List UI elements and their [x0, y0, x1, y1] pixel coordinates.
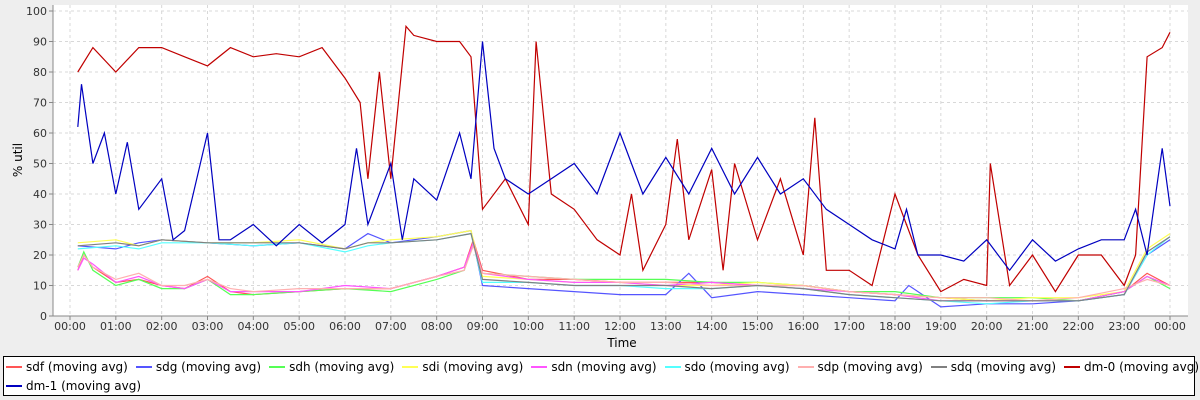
y-tick-label: 80: [33, 66, 47, 79]
y-tick-label: 60: [33, 127, 47, 140]
legend-row: sdf (moving avg) sdg (moving avg) sdh (mov…: [4, 357, 1199, 376]
series-line-dm-0: [77, 24, 1171, 293]
x-tick-label: 19:00: [925, 320, 957, 333]
y-tick-label: 30: [33, 219, 47, 232]
x-tick-label: 10:00: [512, 320, 544, 333]
x-tick-label: 13:00: [650, 320, 682, 333]
legend-item: sdq (moving avg): [930, 359, 1057, 374]
x-tick-label: 23:00: [1108, 320, 1140, 333]
legend-swatch: [930, 365, 947, 368]
y-axis-label: % util: [11, 143, 25, 177]
legend-row: dm-1 (moving avg): [4, 376, 1194, 395]
y-tick-label: 100: [26, 5, 47, 18]
legend-swatch: [6, 384, 22, 387]
legend-label: sdp (moving avg): [817, 359, 923, 374]
x-tick-label: 04:00: [237, 320, 269, 333]
x-tick-label: 02:00: [146, 320, 178, 333]
legend-swatch: [6, 365, 22, 368]
x-tick-label: 09:00: [467, 320, 499, 333]
legend-item: sdh (moving avg): [269, 360, 394, 374]
x-tick-label: 16:00: [787, 320, 819, 333]
legend-item: sdn (moving avg): [531, 359, 657, 374]
x-tick-label: 01:00: [100, 320, 132, 333]
legend-swatch: [269, 365, 286, 368]
x-tick-label: 21:00: [1017, 320, 1049, 333]
y-tick-label: 90: [33, 36, 47, 49]
legend-label: sdo (moving avg): [684, 359, 790, 374]
legend-label: sdh (moving avg): [289, 359, 395, 374]
x-tick-label: 07:00: [375, 320, 407, 333]
legend-label: sdf (moving avg): [26, 359, 128, 374]
legend-swatch: [1064, 365, 1081, 368]
legend-item: sdo (moving avg): [664, 359, 790, 374]
y-tick-label: 50: [33, 158, 47, 171]
x-tick-label: 18:00: [879, 320, 911, 333]
y-tick-label: 10: [33, 280, 47, 293]
legend-item: sdp (moving avg): [797, 359, 923, 374]
y-tick-label: 20: [33, 249, 47, 262]
legend-label: dm-0 (moving avg): [1084, 359, 1200, 374]
x-tick-label: 15:00: [742, 320, 774, 333]
x-tick-label: 08:00: [421, 320, 453, 333]
legend-swatch: [135, 365, 152, 368]
legend-item: sdf (moving avg): [6, 360, 128, 374]
legend-label: dm-1 (moving avg): [26, 378, 142, 393]
x-tick-label: 06:00: [329, 320, 361, 333]
x-tick-label: 20:00: [971, 320, 1003, 333]
x-tick-label: 12:00: [604, 320, 636, 333]
legend-swatch: [531, 365, 548, 368]
y-tick-label: 0: [40, 310, 47, 323]
legend-label: sdi (moving avg): [422, 359, 524, 374]
legend-label: sdq (moving avg): [950, 359, 1057, 374]
legend: sdf (moving avg) sdg (moving avg) sdh (mov…: [3, 356, 1199, 396]
x-tick-label: 00:00: [54, 320, 86, 333]
y-tick-label: 40: [33, 188, 47, 201]
x-tick-label: 17:00: [833, 320, 865, 333]
legend-item: sdg (moving avg): [135, 359, 262, 374]
x-tick-label: 14:00: [696, 320, 728, 333]
legend-label: sdg (moving avg): [155, 359, 262, 374]
legend-swatch: [797, 365, 814, 368]
series-line-dm-1: [77, 41, 1171, 272]
x-axis-label: Time: [606, 336, 636, 350]
legend-swatch: [402, 365, 419, 368]
legend-item: dm-0 (moving avg): [1064, 360, 1199, 374]
x-tick-label: 00:00: [1154, 320, 1186, 333]
x-tick-label: 03:00: [192, 320, 224, 333]
legend-item: dm-1 (moving avg): [6, 379, 141, 393]
legend-label: sdn (moving avg): [551, 359, 657, 374]
line-chart: 0 10 20 30 40 50 60 70 80 90 100 00:00 01:00 02:00 03:…: [11, 5, 1188, 350]
series-line-sdp: [77, 243, 1171, 302]
x-tick-label: 11:00: [558, 320, 590, 333]
x-tick-label: 22:00: [1062, 320, 1094, 333]
legend-swatch: [664, 365, 681, 368]
y-tick-label: 70: [33, 97, 47, 110]
x-tick-label: 05:00: [283, 320, 315, 333]
series-line-sdq: [77, 232, 1171, 302]
legend-item: sdi (moving avg): [402, 360, 523, 374]
